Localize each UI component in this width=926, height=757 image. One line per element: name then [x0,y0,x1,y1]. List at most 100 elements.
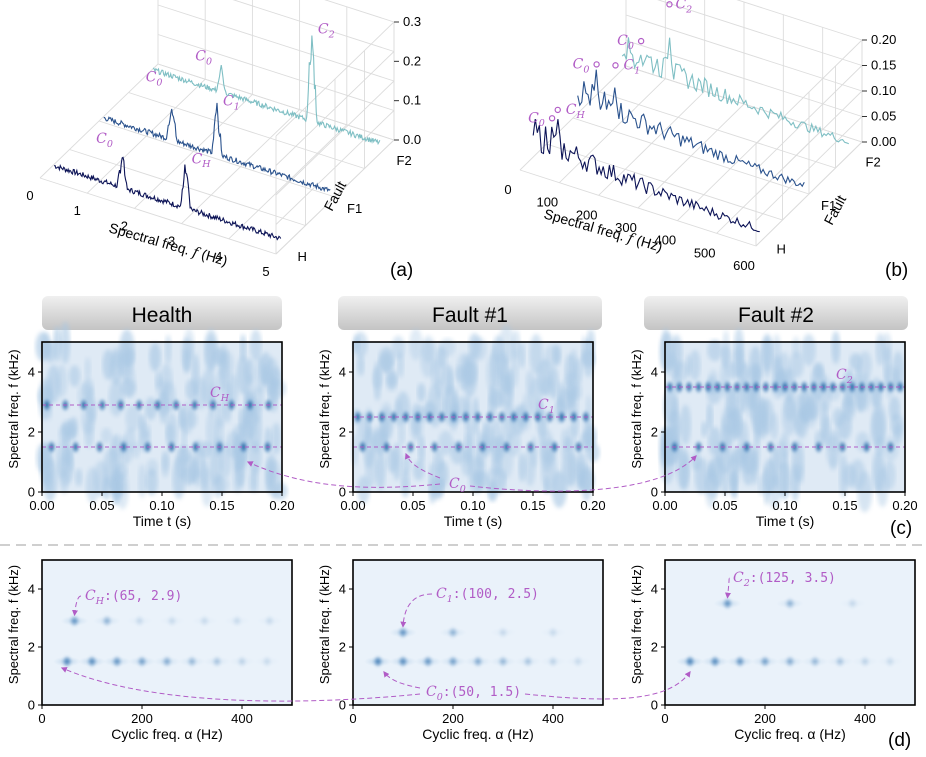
band-lo-dot [382,440,392,454]
texture-blob [233,424,248,441]
header-fault1-bg [338,296,602,330]
harmonic-halo [776,598,804,609]
harmonic-halo [228,656,256,667]
spectrogram-fault2: C2 0 2 4 Spectral freq. f (kHz) 0.00 0.05 0.10 0… [629,327,918,529]
header-health-bg [42,296,282,330]
texture-blob [435,344,445,387]
x-tick-label: 0.00 [652,498,677,513]
texture-blob [470,470,484,494]
band-lo-dot [430,440,440,454]
band-hi-dot [473,410,483,424]
band-lo-dot [191,440,201,454]
texture-blob [201,467,213,508]
texture-blob [145,468,158,496]
texture-blob [264,457,275,493]
texture-blob [166,423,175,444]
band-hi-dot [847,380,857,394]
band-lo-dot [694,440,704,454]
peak-label-E0: C0 [573,56,590,75]
texture-blob [138,463,147,499]
x-tick-label: 0.10 [772,498,797,513]
peak-label-B0: C0 [528,110,545,129]
fault-tick-label: F2 [866,154,881,169]
texture-blob [763,466,770,506]
band-hi-dot [665,380,675,394]
texture-blob [60,321,71,365]
band-lo-dot [742,440,752,454]
y-tick-label: 0 [28,698,35,713]
grid-floor-y [599,91,836,169]
plot-a-3d-spectrum: C0 CH C0 C1 C0 C2 0 1 2 3 4 5 0.0 0.1 0.2 0.3 H F1 F2 Spe… [26,0,421,281]
band-label: CH [210,385,230,404]
texture-blob [679,404,692,446]
x-tick-label: 0.00 [29,498,54,513]
texture-blob [428,462,437,505]
c0-arrow-health [60,667,421,702]
texture-blob [239,334,247,362]
texture-blob [271,422,282,455]
peak-label: C2:(125, 3.5) [733,570,836,589]
peak-label-H: CH [566,102,586,121]
z-tick-label: 0.05 [871,109,896,124]
texture-blob [111,346,123,368]
band-hi-dot [521,410,531,424]
x-axis-label: Cyclic freq. α (Hz) [422,726,534,742]
harmonic-halo [203,656,231,667]
texture-blob [518,452,527,482]
texture-blob [581,463,593,502]
x-tick-label: 400 [654,233,676,248]
texture-blob [829,452,837,471]
coherence-frame [352,559,604,706]
texture-blob [807,388,821,421]
coherence-fault1: 0 2 4 Spectral freq. f (kHz) 0 200 400 Cyclic f… [317,559,604,742]
band-lo-dot [502,440,512,454]
y-tick-label: 2 [651,425,658,440]
c0-arrow-fault1 [383,671,421,689]
texture-blob [574,357,583,386]
texture-blob [581,350,596,368]
fault-tick-label: H [297,249,306,264]
x-axis-label: Cyclic freq. α (Hz) [111,726,223,742]
texture-blob [401,455,411,474]
y-tick-label: 0 [339,698,346,713]
peak-label-2: C2 [318,22,335,41]
x-tick-label: 0.15 [209,498,234,513]
grid-floor-y [546,143,783,221]
c0-arrow-fault2 [469,455,697,492]
plot-a-fault-label: Fault [321,178,350,213]
texture-blob [84,418,94,449]
texture-blob [102,349,115,381]
c0-arrow-fault1 [405,452,441,479]
texture-blob [223,379,232,424]
harmonic-halo [539,656,567,667]
peak-label-S0: C0 [195,49,212,68]
harmonic-halo [60,615,89,626]
texture-blob [212,347,226,365]
x-tick-label: 0.15 [832,498,857,513]
header-fault2-bg [644,296,908,330]
texture-blob [456,353,471,391]
harmonic-halo [713,598,742,609]
texture-blob [780,432,789,458]
texture-blob [116,472,129,510]
plot-a-ticks: 0 1 2 3 4 5 0.0 0.1 0.2 0.3 H F1 F2 [26,14,421,279]
texture-blob [831,331,841,365]
texture-blob [375,449,386,491]
z-tick-label: 0.2 [403,53,421,68]
y-tick-label: 0 [28,485,35,500]
grid-back-z [324,0,395,23]
texture-blob [131,441,141,459]
spectrogram-health: CH 0 2 4 Spectral freq. f (kHz) 0.00 0.05 0.10 0… [6,321,295,529]
harmonic-halo [125,615,154,626]
peak-arrow [725,577,731,599]
grid-back-z [157,4,395,82]
y-tick-label: 2 [28,640,35,655]
harmonic-halo [489,656,517,667]
coherence-frame [41,559,293,706]
harmonic-halo [776,656,804,667]
x-tick-label: 600 [733,258,755,273]
texture-blob [149,342,162,372]
texture-blob [205,409,218,452]
x-tick-label: 2 [121,218,128,233]
